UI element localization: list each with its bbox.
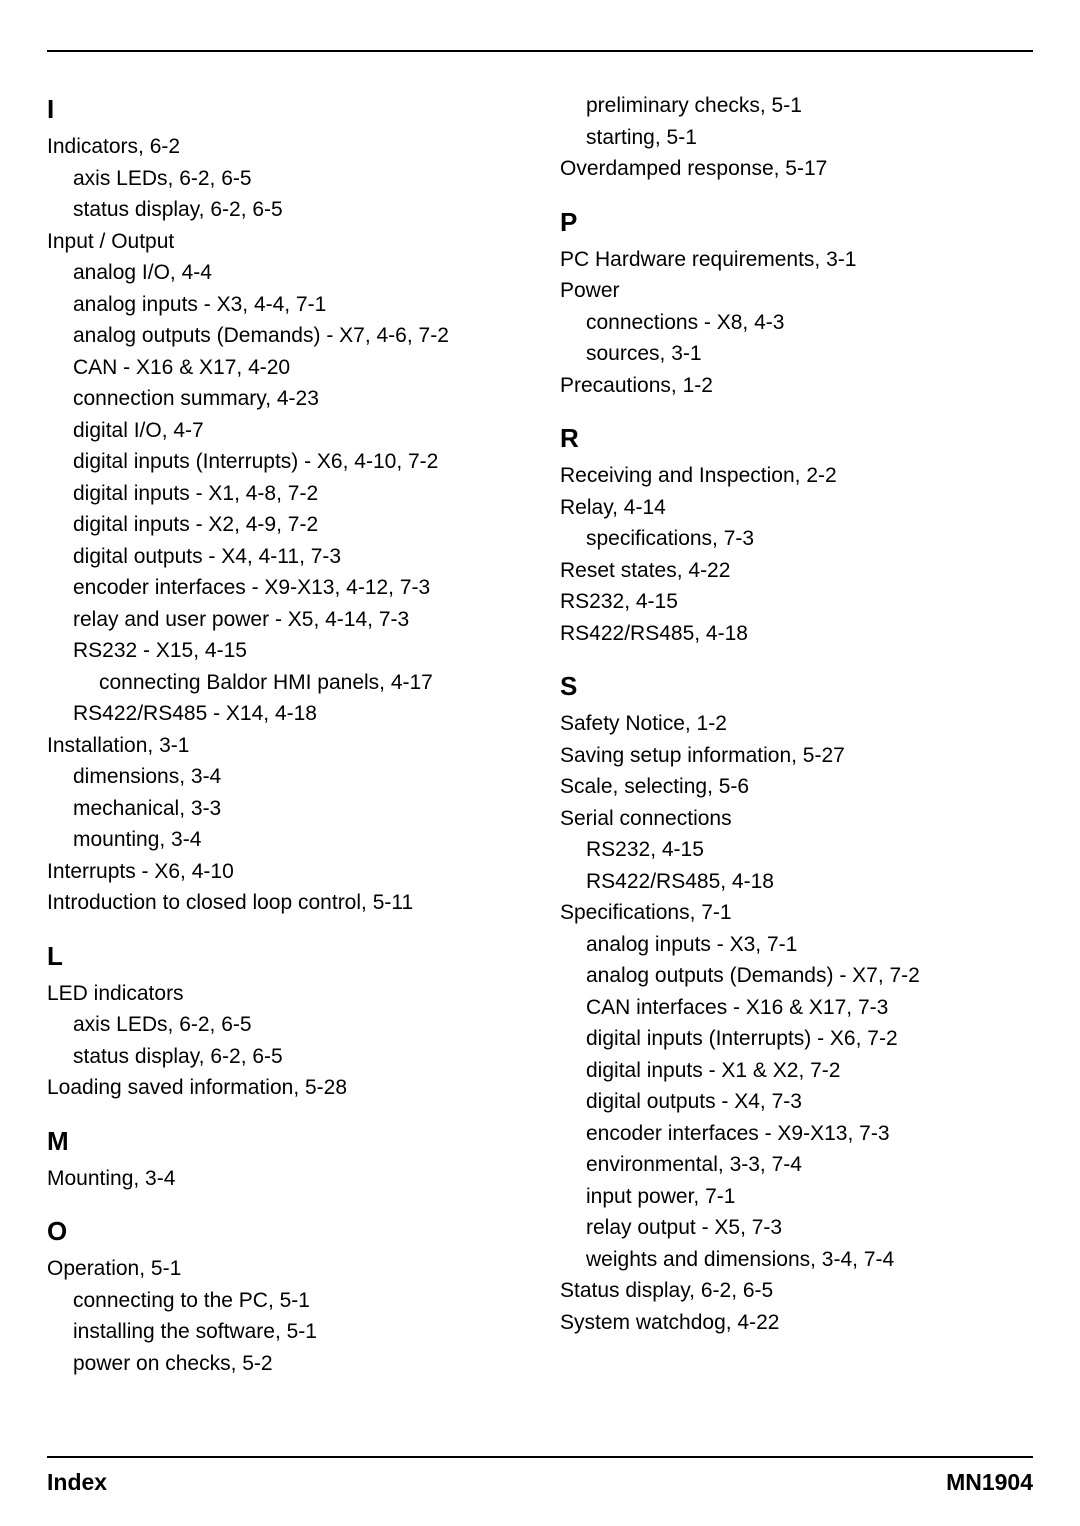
- index-entry: starting, 5-1: [586, 122, 1033, 154]
- index-entry: Scale, selecting, 5-6: [560, 771, 1033, 803]
- index-entry: digital outputs - X4, 7-3: [586, 1086, 1033, 1118]
- index-entry: LED indicators: [47, 978, 520, 1010]
- index-entry: connection summary, 4-23: [73, 383, 520, 415]
- index-entry: Overdamped response, 5-17: [560, 153, 1033, 185]
- index-entry: digital inputs (Interrupts) - X6, 4-10, …: [73, 446, 520, 478]
- index-column-right: preliminary checks, 5-1starting, 5-1Over…: [560, 90, 1033, 1379]
- index-entry: RS422/RS485, 4-18: [586, 866, 1033, 898]
- index-entry: digital I/O, 4-7: [73, 415, 520, 447]
- index-entry: sources, 3-1: [586, 338, 1033, 370]
- page-footer: Index MN1904: [47, 1469, 1033, 1496]
- index-entry: digital inputs (Interrupts) - X6, 7-2: [586, 1023, 1033, 1055]
- index-entry: analog outputs (Demands) - X7, 7-2: [586, 960, 1033, 992]
- index-entry: Serial connections: [560, 803, 1033, 835]
- index-entry: analog I/O, 4-4: [73, 257, 520, 289]
- index-entry: CAN interfaces - X16 & X17, 7-3: [586, 992, 1033, 1024]
- index-entry: digital inputs - X2, 4-9, 7-2: [73, 509, 520, 541]
- index-entry: RS232, 4-15: [560, 586, 1033, 618]
- index-letter: I: [47, 90, 520, 129]
- index-entry: encoder interfaces - X9-X13, 7-3: [586, 1118, 1033, 1150]
- index-entry: RS422/RS485, 4-18: [560, 618, 1033, 650]
- index-entry: specifications, 7-3: [586, 523, 1033, 555]
- index-entry: connecting Baldor HMI panels, 4-17: [99, 667, 520, 699]
- index-entry: Saving setup information, 5-27: [560, 740, 1033, 772]
- index-entry: PC Hardware requirements, 3-1: [560, 244, 1033, 276]
- index-entry: RS232 - X15, 4-15: [73, 635, 520, 667]
- index-entry: input power, 7-1: [586, 1181, 1033, 1213]
- index-entry: Mounting, 3-4: [47, 1163, 520, 1195]
- index-entry: analog inputs - X3, 4-4, 7-1: [73, 289, 520, 321]
- index-entry: analog outputs (Demands) - X7, 4-6, 7-2: [73, 320, 520, 352]
- index-column-left: IIndicators, 6-2axis LEDs, 6-2, 6-5statu…: [47, 90, 520, 1379]
- index-entry: Installation, 3-1: [47, 730, 520, 762]
- index-entry: Relay, 4-14: [560, 492, 1033, 524]
- index-letter: L: [47, 937, 520, 976]
- index-entry: installing the software, 5-1: [73, 1316, 520, 1348]
- index-entry: Safety Notice, 1-2: [560, 708, 1033, 740]
- index-entry: environmental, 3-3, 7-4: [586, 1149, 1033, 1181]
- index-entry: Operation, 5-1: [47, 1253, 520, 1285]
- index-entry: axis LEDs, 6-2, 6-5: [73, 1009, 520, 1041]
- index-entry: digital inputs - X1, 4-8, 7-2: [73, 478, 520, 510]
- index-entry: analog inputs - X3, 7-1: [586, 929, 1033, 961]
- index-entry: Status display, 6-2, 6-5: [560, 1275, 1033, 1307]
- index-letter: P: [560, 203, 1033, 242]
- index-content: IIndicators, 6-2axis LEDs, 6-2, 6-5statu…: [47, 90, 1033, 1379]
- index-entry: relay output - X5, 7-3: [586, 1212, 1033, 1244]
- index-letter: R: [560, 419, 1033, 458]
- index-entry: relay and user power - X5, 4-14, 7-3: [73, 604, 520, 636]
- index-entry: connections - X8, 4-3: [586, 307, 1033, 339]
- index-entry: CAN - X16 & X17, 4-20: [73, 352, 520, 384]
- index-entry: Specifications, 7-1: [560, 897, 1033, 929]
- index-entry: digital inputs - X1 & X2, 7-2: [586, 1055, 1033, 1087]
- footer-right: MN1904: [946, 1469, 1033, 1496]
- index-letter: M: [47, 1122, 520, 1161]
- index-entry: dimensions, 3-4: [73, 761, 520, 793]
- footer-rule: [47, 1456, 1033, 1458]
- index-entry: digital outputs - X4, 4-11, 7-3: [73, 541, 520, 573]
- index-letter: S: [560, 667, 1033, 706]
- index-entry: mounting, 3-4: [73, 824, 520, 856]
- index-letter: O: [47, 1212, 520, 1251]
- index-entry: RS232, 4-15: [586, 834, 1033, 866]
- index-entry: weights and dimensions, 3-4, 7-4: [586, 1244, 1033, 1276]
- index-entry: axis LEDs, 6-2, 6-5: [73, 163, 520, 195]
- index-entry: mechanical, 3-3: [73, 793, 520, 825]
- index-entry: status display, 6-2, 6-5: [73, 1041, 520, 1073]
- index-entry: Loading saved information, 5-28: [47, 1072, 520, 1104]
- footer-left: Index: [47, 1469, 107, 1496]
- index-entry: preliminary checks, 5-1: [586, 90, 1033, 122]
- index-entry: Introduction to closed loop control, 5-1…: [47, 887, 520, 919]
- index-entry: Reset states, 4-22: [560, 555, 1033, 587]
- index-entry: Interrupts - X6, 4-10: [47, 856, 520, 888]
- index-entry: Indicators, 6-2: [47, 131, 520, 163]
- index-entry: System watchdog, 4-22: [560, 1307, 1033, 1339]
- index-entry: Receiving and Inspection, 2-2: [560, 460, 1033, 492]
- index-entry: Power: [560, 275, 1033, 307]
- index-entry: Precautions, 1-2: [560, 370, 1033, 402]
- index-entry: encoder interfaces - X9-X13, 4-12, 7-3: [73, 572, 520, 604]
- index-entry: connecting to the PC, 5-1: [73, 1285, 520, 1317]
- index-entry: Input / Output: [47, 226, 520, 258]
- index-entry: status display, 6-2, 6-5: [73, 194, 520, 226]
- index-entry: RS422/RS485 - X14, 4-18: [73, 698, 520, 730]
- index-entry: power on checks, 5-2: [73, 1348, 520, 1380]
- top-rule: [47, 50, 1033, 52]
